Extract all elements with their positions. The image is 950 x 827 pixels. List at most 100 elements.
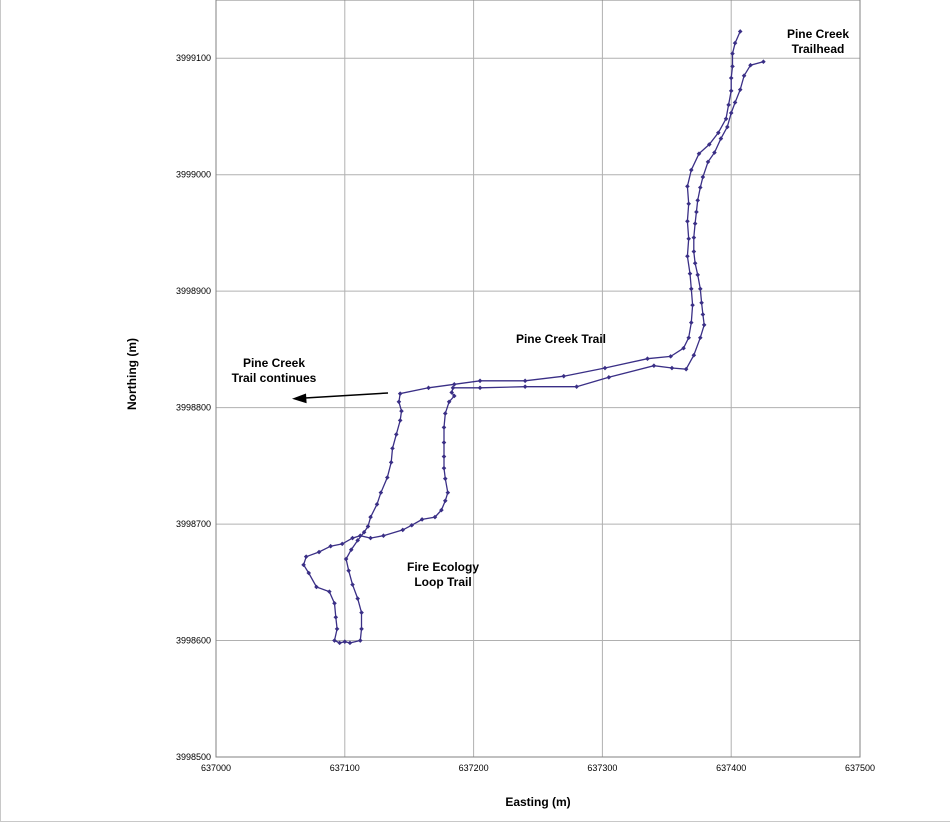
trail-point [343, 556, 349, 562]
trail-point [451, 393, 457, 399]
trail-point [700, 312, 706, 317]
trail-point [442, 411, 448, 416]
trail-point [694, 209, 699, 215]
trail-point [449, 390, 455, 395]
trail-point [730, 64, 735, 69]
trail-point [688, 320, 694, 325]
trail-point [686, 335, 691, 341]
trail-point [691, 352, 697, 358]
trail-point [685, 184, 690, 189]
page-border-left [0, 0, 1, 822]
trail-point [303, 554, 309, 559]
x-axis-title: Easting (m) [505, 795, 570, 809]
trail-point [686, 236, 691, 242]
trail-point [442, 476, 448, 481]
trail-point [728, 75, 734, 81]
trail-point [645, 356, 650, 362]
trail-point [687, 271, 693, 276]
trail-point [390, 446, 395, 451]
trail-point [347, 640, 353, 646]
trail-point [723, 116, 729, 122]
trail-point [725, 124, 730, 130]
trail-point [445, 490, 451, 495]
trail-point [368, 514, 373, 520]
x-tick-label: 637300 [587, 763, 617, 773]
trail-point [686, 201, 691, 207]
trail-point [737, 87, 743, 92]
trail-point [695, 272, 701, 278]
trail-point [669, 365, 675, 371]
y-tick-label: 3999000 [176, 170, 211, 180]
trail-point [522, 384, 528, 389]
trail-point [450, 385, 456, 391]
trail-point [359, 626, 364, 632]
trail-point [685, 253, 690, 259]
trail-point [561, 373, 567, 379]
trail-point [350, 535, 355, 541]
trail-point [748, 62, 753, 68]
trail-point [388, 460, 394, 465]
trail-point [400, 527, 406, 533]
trail-point [359, 610, 364, 615]
trail-point [337, 640, 342, 646]
trail-point [761, 59, 766, 65]
trail-point [314, 584, 319, 590]
trail-point [741, 73, 747, 78]
trail-point [348, 547, 354, 552]
annotation-trail-continues: Pine Creek [243, 356, 305, 370]
trail-point [685, 218, 690, 224]
tick-labels: 637000 637100 637200 637300 637400 637500 3998… [176, 53, 875, 773]
trail-point [332, 600, 337, 606]
y-tick-label: 3998800 [176, 403, 211, 413]
y-tick-label: 3998900 [176, 286, 211, 296]
trail-point [397, 391, 403, 396]
trail-point [355, 538, 360, 543]
trail-point [718, 136, 724, 141]
trail-point [334, 626, 340, 632]
trail-point [606, 375, 612, 380]
trail-point [730, 51, 735, 56]
trail-point [697, 335, 703, 341]
trail-point [396, 399, 402, 405]
trail-point [306, 570, 312, 576]
trail-point [574, 384, 579, 389]
trail-point [716, 130, 721, 136]
trail-point [419, 517, 425, 522]
annotation-trailhead: Trailhead [792, 42, 845, 56]
x-tick-label: 637500 [845, 763, 875, 773]
trail-point [705, 159, 711, 165]
annotation-trail-continues: Trail continues [232, 371, 317, 385]
x-tick-label: 637100 [330, 763, 360, 773]
plot-area-frame [215, 0, 861, 758]
trail-point [668, 354, 673, 359]
trail-point [432, 514, 438, 520]
y-tick-label: 3999100 [176, 53, 211, 63]
trail-point [726, 102, 731, 108]
trail-point [316, 549, 322, 555]
trail-point [697, 185, 703, 190]
trail-point [728, 88, 734, 94]
annotation-pine-creek-trail: Pine Creek Trail [516, 332, 606, 346]
trail-point [451, 382, 457, 387]
x-tick-label: 637400 [716, 763, 746, 773]
trail-point [327, 589, 332, 594]
y-tick-label: 3998600 [176, 636, 211, 646]
trail-point [342, 639, 348, 645]
trail-point [332, 638, 337, 643]
trail-point [688, 286, 694, 292]
trail-point [439, 507, 444, 513]
trail-point [397, 418, 403, 423]
trail-point [732, 100, 738, 105]
trail-point [695, 198, 701, 203]
trail-point [350, 582, 355, 587]
trail-point [522, 378, 528, 384]
y-tick-label: 3998700 [176, 519, 211, 529]
trail-point [441, 440, 447, 445]
annotation-fire-ecology-loop: Fire Ecology [407, 560, 479, 574]
trail-point [651, 363, 657, 368]
trail-point [346, 568, 351, 573]
arrow-head-icon [292, 393, 307, 404]
trail-point [381, 533, 386, 539]
trail-point [681, 345, 686, 351]
